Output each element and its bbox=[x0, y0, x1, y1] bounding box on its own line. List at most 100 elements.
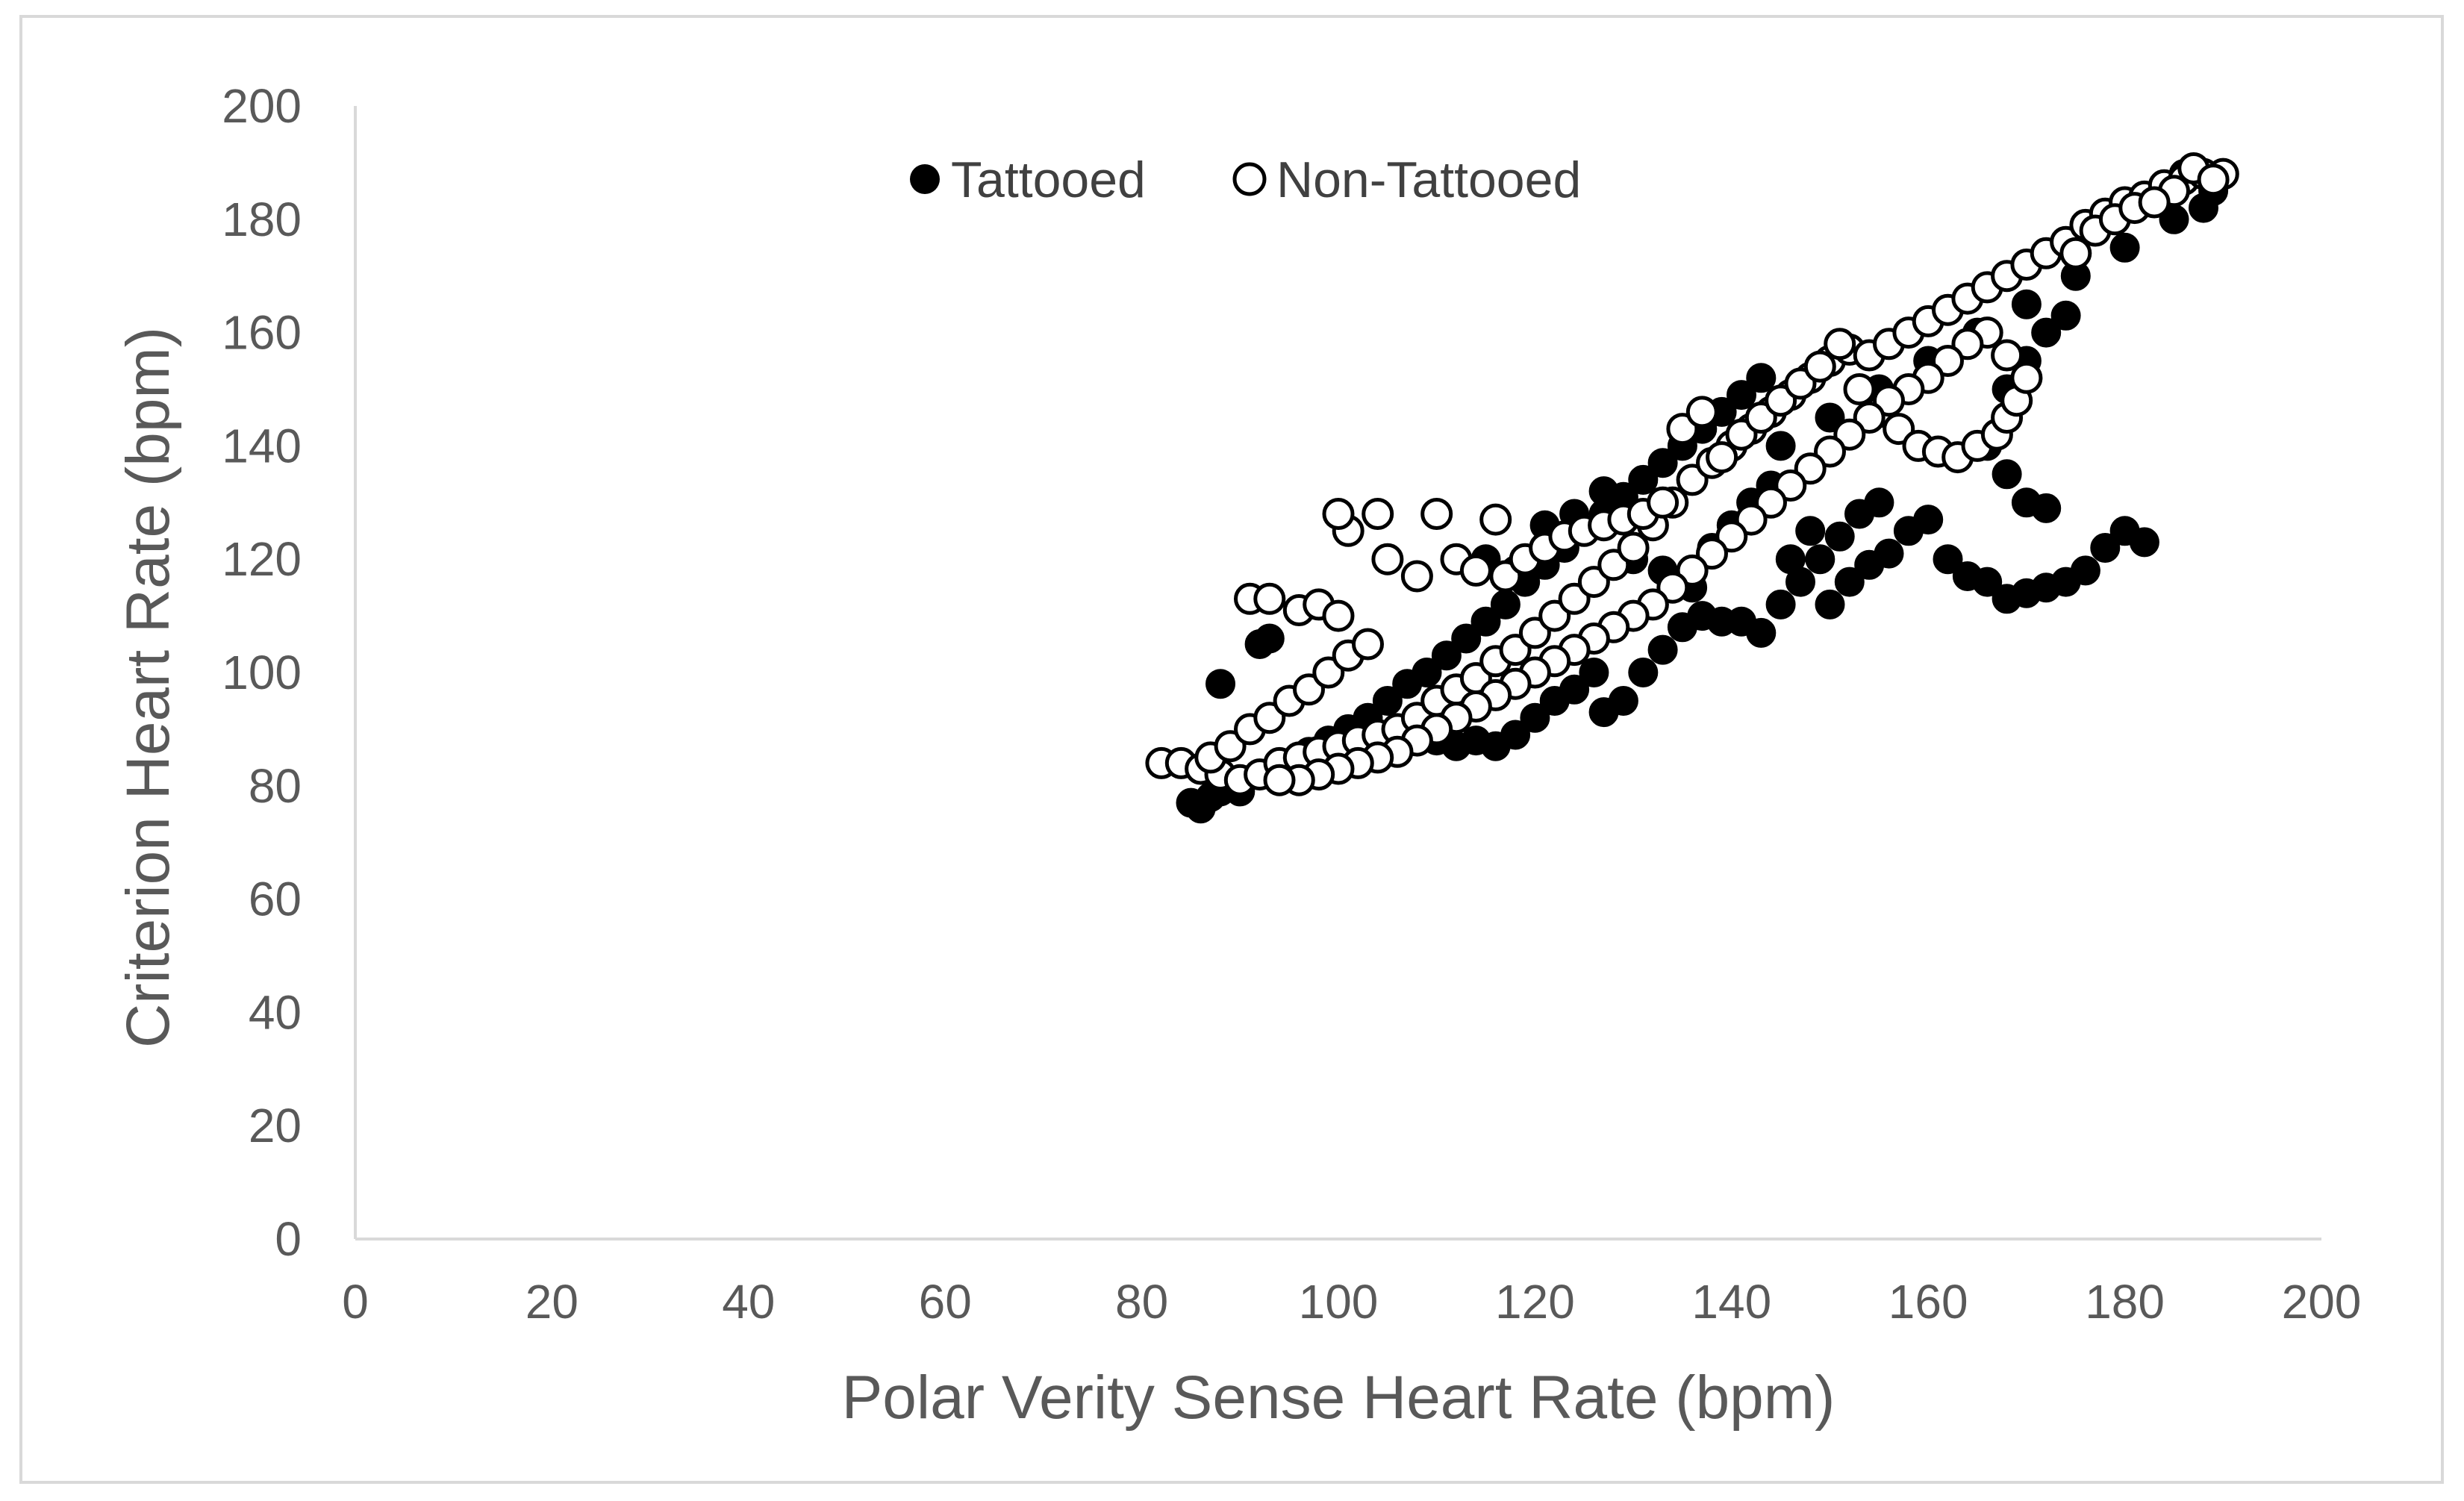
tattooed-point bbox=[1834, 567, 1865, 597]
non-tattooed-point bbox=[2138, 186, 2171, 219]
y-tick-label: 140 bbox=[222, 419, 302, 472]
tattooed-point bbox=[2050, 300, 2081, 331]
tattooed-point bbox=[1727, 380, 1756, 411]
tattooed-point bbox=[2011, 289, 2042, 319]
non-tattooed-point bbox=[1617, 531, 1650, 564]
scatter-chart: 0 20 40 60 80 100 120 140 160 180 200 0 20 40 60 80 100… bbox=[114, 79, 2361, 1432]
x-tick-label: 100 bbox=[1299, 1275, 1379, 1329]
tattooed-point bbox=[1992, 459, 2022, 490]
tattooed-point bbox=[1815, 589, 1845, 620]
non-tattooed-point bbox=[1577, 566, 1610, 599]
series-non-tattooed bbox=[1145, 152, 2239, 796]
tattooed-point bbox=[1579, 658, 1609, 687]
x-tick-label: 0 bbox=[342, 1275, 369, 1329]
tattooed-point bbox=[2109, 232, 2140, 263]
tattooed-point bbox=[1746, 363, 1777, 393]
tattooed-point bbox=[1746, 617, 1777, 648]
tattooed-point bbox=[1412, 658, 1442, 687]
x-tick-label: 20 bbox=[525, 1275, 578, 1329]
tattooed-point bbox=[1608, 686, 1638, 716]
non-tattooed-point bbox=[1755, 486, 1787, 519]
tattooed-point bbox=[1874, 538, 1904, 569]
tattooed-point bbox=[2090, 533, 2121, 563]
y-tick-label: 120 bbox=[222, 532, 302, 586]
non-tattooed-point bbox=[1214, 730, 1247, 763]
tattooed-point bbox=[1913, 505, 1944, 535]
non-tattooed-point bbox=[1312, 656, 1345, 689]
legend-marker-tattooed bbox=[910, 164, 940, 194]
tattooed-point bbox=[2129, 527, 2159, 558]
legend-label-tattooed: Tattooed bbox=[951, 152, 1146, 208]
tattooed-point bbox=[1254, 623, 1285, 654]
series-tattooed bbox=[1176, 159, 2229, 824]
non-tattooed-point bbox=[1647, 486, 1679, 519]
tattooed-point bbox=[1431, 640, 1462, 671]
y-tick-label: 200 bbox=[222, 79, 302, 133]
y-tick-label: 20 bbox=[249, 1099, 302, 1152]
x-tick-label: 140 bbox=[1691, 1275, 1771, 1329]
tattooed-point bbox=[1490, 589, 1520, 620]
x-tick-label: 180 bbox=[2085, 1275, 2165, 1329]
non-tattooed-point bbox=[1322, 599, 1355, 632]
tattooed-point bbox=[2070, 555, 2100, 586]
legend-label-non-tattooed: Non-Tattooed bbox=[1276, 152, 1581, 208]
tattooed-point bbox=[1206, 669, 1235, 699]
non-tattooed-point bbox=[1991, 339, 2024, 372]
non-tattooed-point bbox=[1459, 554, 1492, 587]
tattooed-point bbox=[1933, 544, 1963, 575]
non-tattooed-point bbox=[1803, 350, 1836, 383]
tattooed-point bbox=[1372, 686, 1403, 716]
tattooed-point bbox=[1765, 589, 1796, 620]
x-tick-label: 60 bbox=[919, 1275, 972, 1329]
x-tick-label: 40 bbox=[722, 1275, 775, 1329]
tattooed-point bbox=[2031, 317, 2062, 348]
non-tattooed-point bbox=[1263, 764, 1296, 796]
tattooed-point bbox=[1972, 567, 2003, 597]
tattooed-point bbox=[1647, 634, 1678, 665]
non-tattooed-point bbox=[1352, 628, 1384, 661]
y-tick-label: 60 bbox=[249, 873, 302, 926]
tattooed-point bbox=[1628, 658, 1659, 687]
non-tattooed-point bbox=[1706, 441, 1738, 474]
tattooed-point bbox=[1559, 674, 1590, 705]
x-tick-label: 160 bbox=[1888, 1275, 1968, 1329]
tattooed-point bbox=[2031, 493, 2062, 523]
tattooed-point bbox=[1765, 431, 1796, 461]
non-tattooed-point bbox=[1362, 498, 1394, 530]
non-tattooed-point bbox=[1765, 384, 1797, 417]
y-axis-title: Criterion Heart Rate (bpm) bbox=[114, 327, 182, 1048]
tattooed-point bbox=[1628, 464, 1659, 495]
y-tick-label: 100 bbox=[222, 646, 302, 699]
y-tick-label: 160 bbox=[222, 306, 302, 360]
tattooed-point bbox=[1470, 606, 1501, 637]
tattooed-point bbox=[1824, 521, 1855, 552]
non-tattooed-point bbox=[1400, 560, 1433, 593]
tattooed-point bbox=[1451, 623, 1482, 654]
tattooed-point bbox=[1520, 702, 1550, 733]
x-tick-label: 200 bbox=[2282, 1275, 2362, 1329]
non-tattooed-point bbox=[1479, 503, 1512, 536]
tattooed-point bbox=[1647, 448, 1678, 478]
tattooed-point bbox=[1775, 544, 1806, 575]
non-tattooed-point bbox=[1371, 543, 1404, 575]
non-tattooed-point bbox=[1322, 498, 1355, 530]
non-tattooed-point bbox=[1685, 396, 1718, 428]
tattooed-point bbox=[1588, 476, 1619, 507]
non-tattooed-point bbox=[1420, 498, 1453, 530]
legend-marker-non-tattooed bbox=[1232, 162, 1267, 196]
y-tick-label: 180 bbox=[222, 193, 302, 246]
non-tattooed-point bbox=[1696, 537, 1728, 570]
y-tick-labels: 0 20 40 60 80 100 120 140 160 180 200 bbox=[222, 79, 302, 1266]
tattooed-point bbox=[1500, 720, 1531, 750]
non-tattooed-point bbox=[2059, 237, 2092, 269]
chart-frame: 0 20 40 60 80 100 120 140 160 180 200 0 20 40 60 80 100… bbox=[19, 15, 2444, 1484]
legend: Tattooed Non-Tattooed bbox=[910, 152, 1581, 208]
y-tick-label: 80 bbox=[249, 759, 302, 813]
non-tattooed-point bbox=[1824, 328, 1856, 361]
axes bbox=[354, 106, 2321, 1241]
x-tick-label: 120 bbox=[1495, 1275, 1575, 1329]
tattooed-point bbox=[1795, 516, 1826, 546]
x-tick-labels: 0 20 40 60 80 100 120 140 160 180 200 bbox=[342, 1275, 2361, 1329]
y-tick-label: 0 bbox=[275, 1212, 302, 1266]
non-tattooed-point bbox=[1538, 599, 1571, 632]
